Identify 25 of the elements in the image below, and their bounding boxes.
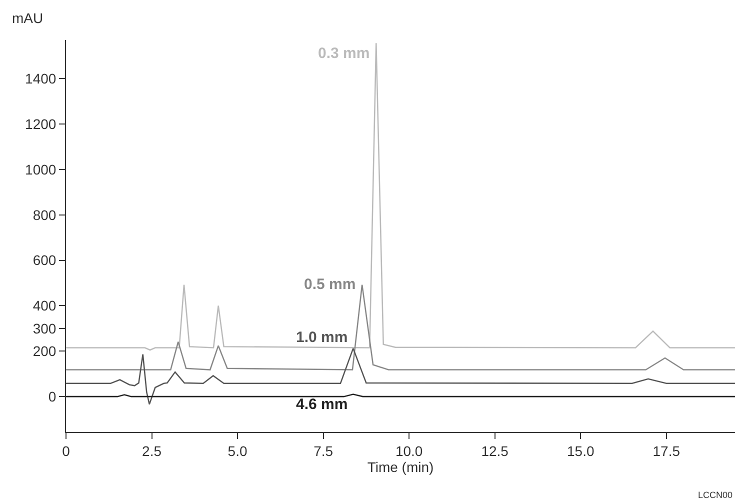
y-tick-label: 400 xyxy=(32,298,56,314)
x-tick-label: 0 xyxy=(62,442,70,459)
x-tick-label: 7.5 xyxy=(314,442,334,459)
y-tick-label: 300 xyxy=(32,320,56,336)
series-label: 1.0 mm xyxy=(296,329,348,346)
y-tick-label: 1000 xyxy=(25,161,56,178)
x-tick-label: 5.0 xyxy=(228,442,248,459)
text: LCCN00 xyxy=(698,490,733,500)
y-tick-label: 0 xyxy=(48,388,56,404)
y-tick-label: 1400 xyxy=(25,70,56,87)
y-tick-label: 1200 xyxy=(25,116,56,132)
series-label: 0.3 mm xyxy=(318,45,370,62)
y-tick-label: 600 xyxy=(32,252,56,268)
y-tick-label: 200 xyxy=(32,343,56,360)
line-series xyxy=(66,42,735,351)
x-tick-label: 10.0 xyxy=(395,442,423,459)
y-tick-label: 800 xyxy=(32,206,56,223)
x-axis-title: Time (min) xyxy=(367,459,434,476)
x-tick-label: 15.0 xyxy=(566,442,594,459)
x-tick-label: 2.5 xyxy=(142,442,162,459)
series-label: 0.5 mm xyxy=(304,276,356,293)
y-axis-title: mAU xyxy=(12,10,44,26)
x-tick-label: 17.5 xyxy=(652,442,680,459)
series-label: 4.6 mm xyxy=(296,396,348,413)
x-tick-label: 12.5 xyxy=(481,442,509,459)
